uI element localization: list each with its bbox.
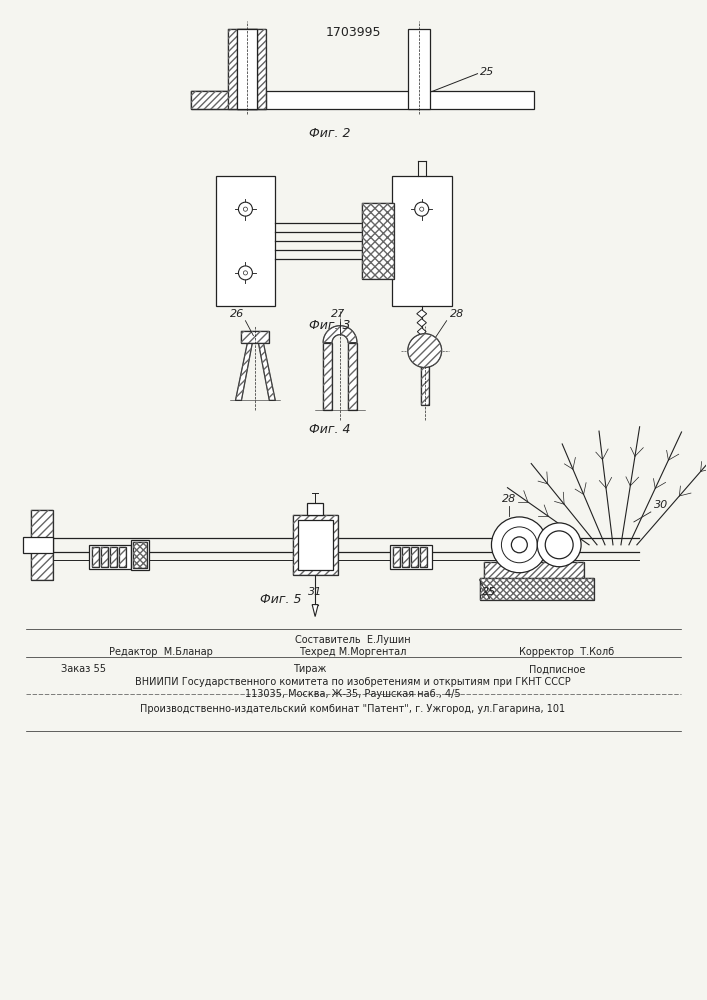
Bar xyxy=(393,547,400,567)
Text: 25: 25 xyxy=(482,587,496,597)
Polygon shape xyxy=(417,328,426,336)
Polygon shape xyxy=(418,337,426,345)
Circle shape xyxy=(243,207,247,211)
Bar xyxy=(408,29,430,109)
Bar xyxy=(133,542,147,568)
Text: 28: 28 xyxy=(502,494,517,504)
Text: Составитель  Е.Лушин: Составитель Е.Лушин xyxy=(296,635,411,645)
Bar xyxy=(238,29,257,109)
Polygon shape xyxy=(258,343,275,400)
Text: 1703995: 1703995 xyxy=(325,26,381,39)
Bar xyxy=(191,91,267,109)
Text: Редактор  М.Бланар: Редактор М.Бланар xyxy=(109,647,213,657)
Bar xyxy=(307,503,323,515)
Text: 30: 30 xyxy=(654,500,668,510)
Bar xyxy=(484,562,584,580)
Circle shape xyxy=(511,537,527,553)
Circle shape xyxy=(491,517,547,573)
Circle shape xyxy=(415,202,428,216)
Text: Тираж: Тираж xyxy=(293,664,327,674)
Circle shape xyxy=(238,202,252,216)
Bar xyxy=(392,176,452,306)
Bar xyxy=(362,203,394,279)
Text: Фиг. 3: Фиг. 3 xyxy=(310,319,351,332)
Bar xyxy=(31,510,53,580)
Text: Производственно-издательский комбинат "Патент", г. Ужгород, ул.Гагарина, 101: Производственно-издательский комбинат "П… xyxy=(141,704,566,714)
Bar xyxy=(131,540,148,570)
Bar xyxy=(238,29,257,109)
Circle shape xyxy=(243,271,247,275)
Text: 27: 27 xyxy=(331,309,345,319)
Text: ВНИИПИ Государственного комитета по изобретениям и открытиям при ГКНТ СССР: ВНИИПИ Государственного комитета по изоб… xyxy=(135,677,571,687)
Bar xyxy=(133,542,147,568)
Bar xyxy=(293,515,337,575)
Bar xyxy=(242,331,269,343)
Bar xyxy=(23,537,53,553)
Polygon shape xyxy=(235,343,252,400)
Circle shape xyxy=(408,334,442,368)
Bar xyxy=(402,547,409,567)
Bar xyxy=(110,547,117,567)
Bar xyxy=(119,547,126,567)
Bar xyxy=(420,547,427,567)
Polygon shape xyxy=(323,343,332,410)
Text: 113035, Москва, Ж-35, Раушская наб., 4/5: 113035, Москва, Ж-35, Раушская наб., 4/5 xyxy=(245,689,461,699)
Bar xyxy=(293,515,337,575)
Bar xyxy=(298,520,332,570)
Text: 26: 26 xyxy=(230,309,245,319)
Bar xyxy=(119,547,126,567)
Text: Подписное: Подписное xyxy=(530,664,585,674)
Polygon shape xyxy=(312,605,318,617)
Bar xyxy=(89,545,131,569)
Text: Заказ 55: Заказ 55 xyxy=(61,664,106,674)
Bar xyxy=(92,547,99,567)
Bar xyxy=(228,29,267,109)
Bar xyxy=(191,91,534,109)
Text: Фиг. 4: Фиг. 4 xyxy=(310,423,351,436)
Bar xyxy=(484,562,584,580)
Text: Фиг. 5: Фиг. 5 xyxy=(259,593,301,606)
Bar xyxy=(393,547,400,567)
Polygon shape xyxy=(416,310,427,318)
Bar xyxy=(101,547,108,567)
Bar xyxy=(402,547,409,567)
Bar xyxy=(411,547,418,567)
Text: 25: 25 xyxy=(479,67,493,77)
Text: Фиг. 2: Фиг. 2 xyxy=(310,127,351,140)
Text: 28: 28 xyxy=(450,309,464,319)
Bar xyxy=(242,331,269,343)
Circle shape xyxy=(537,523,581,567)
Polygon shape xyxy=(323,326,357,343)
Circle shape xyxy=(238,266,252,280)
Circle shape xyxy=(501,527,537,563)
Bar xyxy=(421,359,428,405)
Bar xyxy=(110,547,117,567)
Polygon shape xyxy=(417,319,426,327)
Bar xyxy=(191,91,267,109)
Bar xyxy=(228,29,267,109)
Polygon shape xyxy=(418,346,426,354)
Bar xyxy=(421,359,428,405)
Bar xyxy=(411,547,418,567)
Text: Техред М.Моргентал: Техред М.Моргентал xyxy=(299,647,407,657)
Polygon shape xyxy=(348,343,357,410)
Bar xyxy=(362,203,394,279)
Bar xyxy=(92,547,99,567)
Circle shape xyxy=(545,531,573,559)
Bar xyxy=(101,547,108,567)
Circle shape xyxy=(420,207,423,211)
Bar xyxy=(420,547,427,567)
Bar xyxy=(390,545,432,569)
Bar xyxy=(216,176,275,306)
Text: 31: 31 xyxy=(308,587,322,597)
Bar xyxy=(31,510,53,580)
Bar xyxy=(479,578,594,600)
Bar xyxy=(479,578,594,600)
Text: Корректор  Т.Колб: Корректор Т.Колб xyxy=(520,647,614,657)
